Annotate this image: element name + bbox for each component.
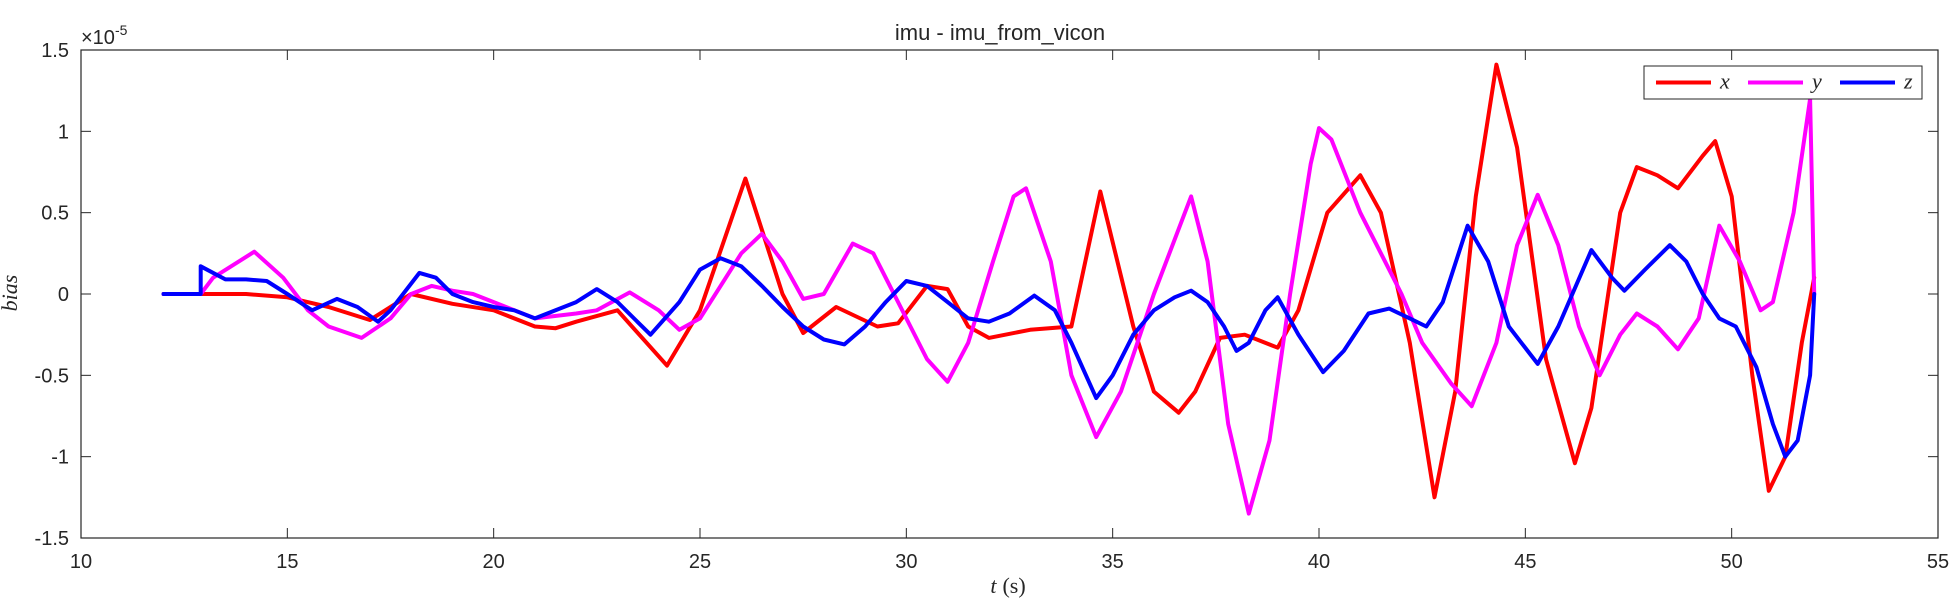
y-tick-label: 1 [58,121,69,143]
legend-label-z: z [1903,69,1913,94]
legend: x y z [1643,65,1923,100]
x-tick-label: 10 [70,551,92,573]
y-exponent-label: ×10-5 [81,22,128,49]
legend-label-x: x [1719,69,1730,94]
x-tick-label: 15 [276,551,298,573]
series-layer [161,62,1817,516]
x-tick-label: 20 [483,551,505,573]
x-axis-label: t (s) [990,573,1025,598]
y-tick-label: 0 [58,284,69,306]
x-tick-label: 50 [1721,551,1743,573]
x-tick-label: 30 [895,551,917,573]
y-tick-label: -1.5 [35,528,69,550]
x-axis-label-unit: (s) [1002,573,1025,598]
y-exponent-base: ×10 [81,27,115,49]
plot-area [81,50,1938,538]
series-line-z [161,223,1817,459]
x-tick-label: 55 [1927,551,1949,573]
y-exponent-power: -5 [115,22,128,38]
y-tick-label: 0.5 [41,203,69,225]
x-tick-label: 35 [1102,551,1124,573]
series-line-x [161,62,1817,500]
x-tick-label: 45 [1514,551,1536,573]
y-tick-label: -1 [51,447,69,469]
y-axis-label: bias [0,275,22,312]
x-tick-label: 25 [689,551,711,573]
ticks-layer: 10 15 20 25 30 35 40 45 50 55 -1.5 -1 -0.5 0 0.5 1 1.5 [35,40,1950,573]
x-tick-label: 40 [1308,551,1330,573]
legend-label-y: y [1810,69,1822,94]
y-tick-label: -0.5 [35,365,69,387]
x-axis-label-var: t [990,573,997,598]
chart-title: imu - imu_from_vicon [895,20,1105,45]
y-tick-label: 1.5 [41,40,69,62]
